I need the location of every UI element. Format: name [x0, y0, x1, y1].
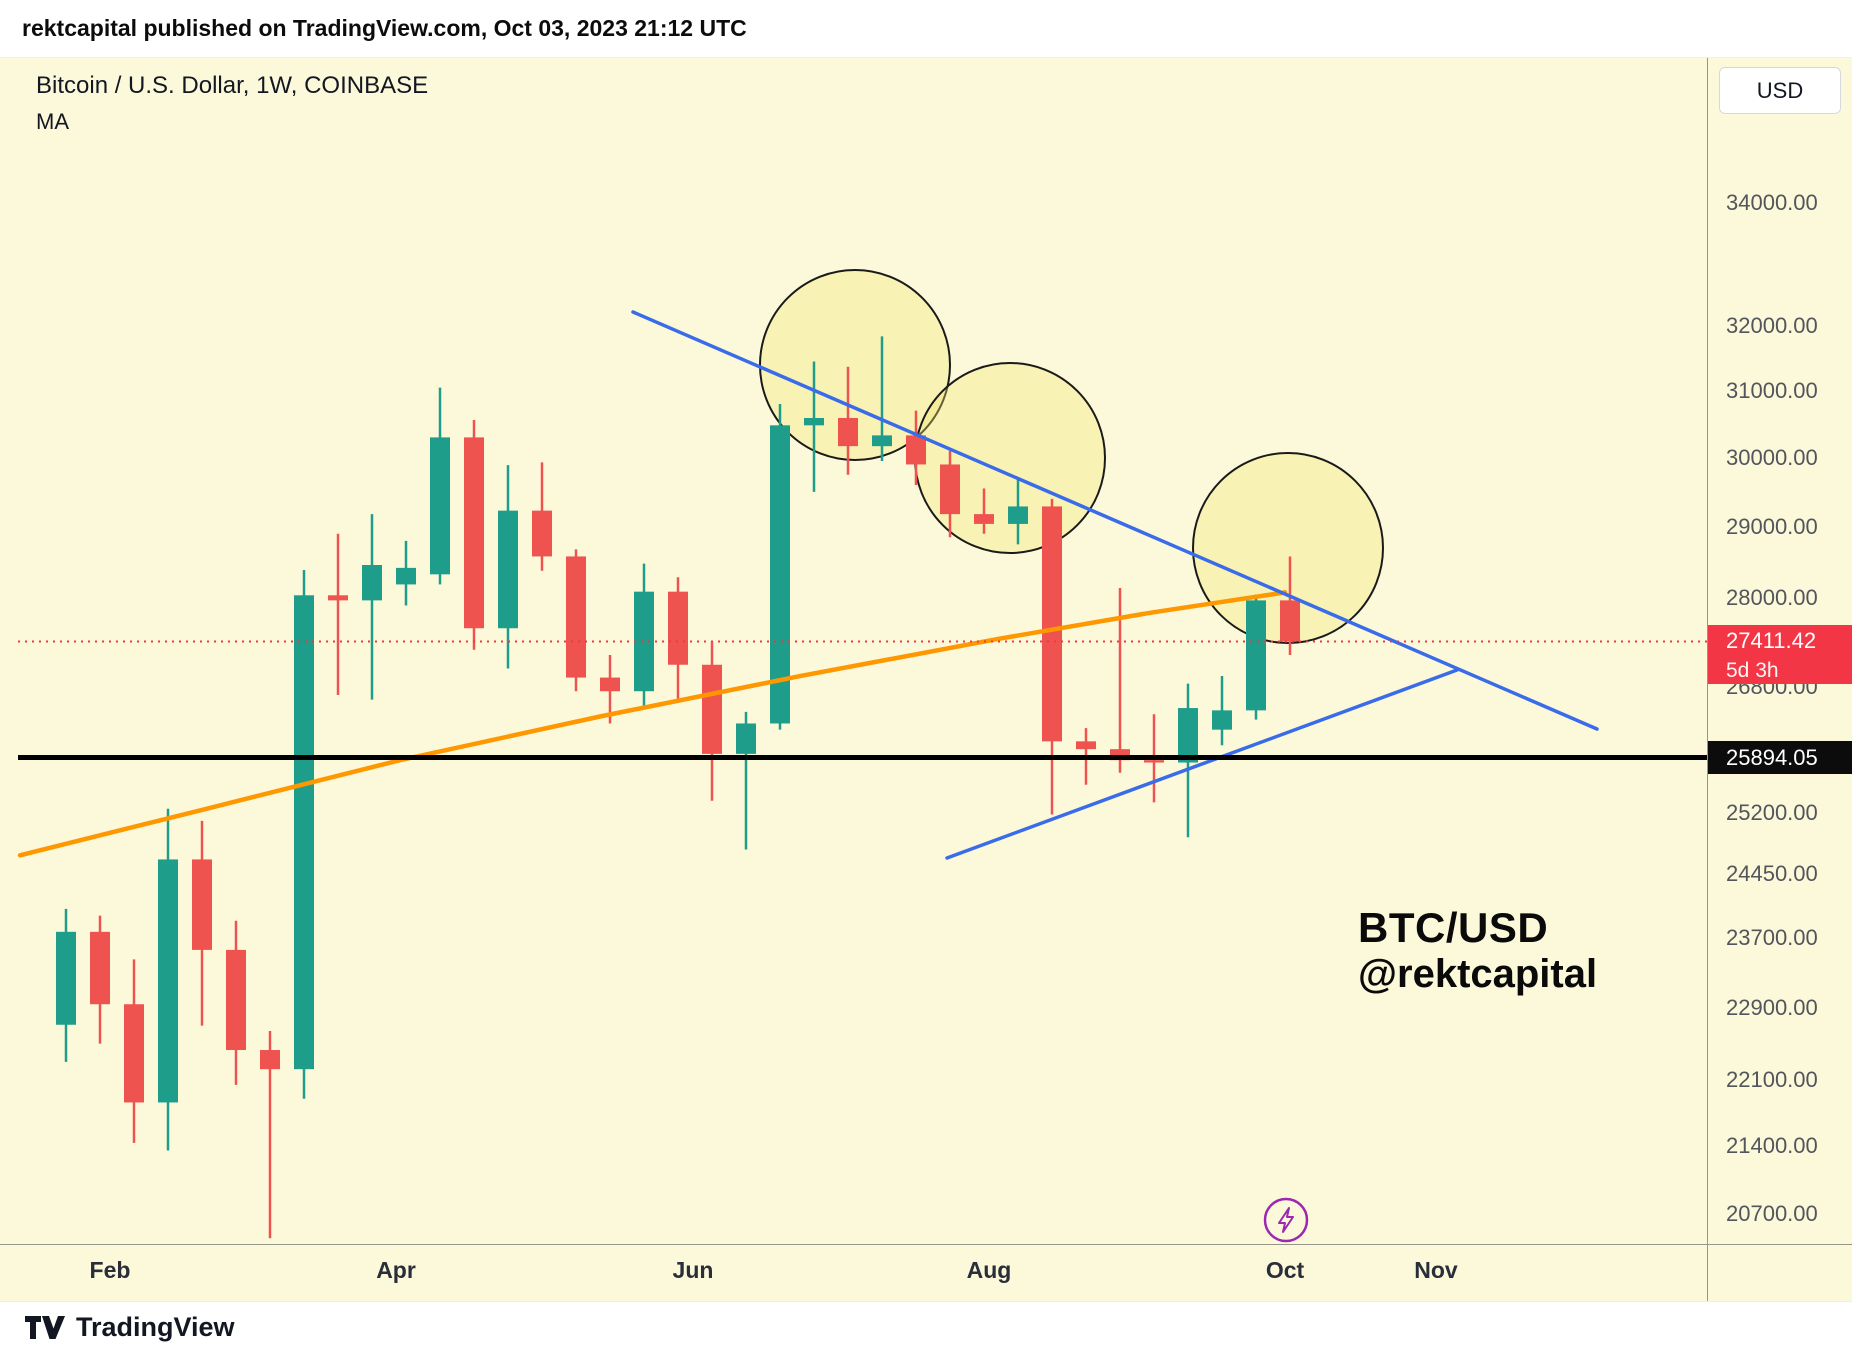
candle-body	[770, 425, 790, 724]
candle-body	[430, 437, 450, 575]
highlight-circles	[759, 269, 1384, 644]
price-axis-label: 22100.00	[1726, 1067, 1818, 1093]
footer-bar: TradingView	[0, 1301, 1852, 1352]
publish-info: rektcapital published on TradingView.com…	[22, 15, 747, 41]
price-axis-label: 28000.00	[1726, 585, 1818, 611]
bar-close-countdown: 5d 3h	[1726, 659, 1779, 683]
watermark-handle: @rektcapital	[1358, 952, 1598, 996]
candle-body	[1178, 708, 1198, 763]
tradingview-brand-text[interactable]: TradingView	[76, 1311, 235, 1342]
candle-body	[56, 931, 76, 1025]
watermark-symbol: BTC/USD	[1358, 904, 1549, 951]
candle-body	[838, 417, 858, 447]
price-axis-label: 24450.00	[1726, 861, 1818, 887]
candle-body	[634, 591, 654, 692]
candle-body	[1008, 506, 1028, 524]
time-axis-label-aug: Aug	[966, 1257, 1012, 1283]
candle-body	[566, 556, 586, 678]
current-price-badge: 27411.42 5d 3h	[1708, 625, 1852, 685]
publication-bolt-icon[interactable]	[1263, 1197, 1309, 1243]
price-axis-label: 22900.00	[1726, 994, 1818, 1020]
candle-body	[736, 723, 756, 754]
candle-body	[294, 595, 314, 1070]
candle-body	[498, 510, 518, 629]
candle-body	[1076, 741, 1096, 750]
candle-body	[1212, 710, 1232, 730]
price-axis-label: 20700.00	[1726, 1200, 1818, 1226]
currency-toggle-button[interactable]: USD	[1719, 67, 1841, 114]
price-axis-label: 25200.00	[1726, 799, 1818, 825]
candle-body	[260, 1050, 280, 1070]
symbol-title[interactable]: Bitcoin / U.S. Dollar, 1W, COINBASE	[36, 72, 429, 99]
candle-body	[1144, 760, 1164, 763]
candle-body	[1110, 749, 1130, 761]
candle-body	[226, 949, 246, 1051]
price-axis-label: 34000.00	[1726, 189, 1818, 215]
candle-body	[804, 417, 824, 426]
candle-body	[906, 435, 926, 465]
price-axis-label: 21400.00	[1726, 1132, 1818, 1158]
candle-body	[464, 437, 484, 629]
candles	[56, 336, 1300, 1239]
candle-body	[328, 595, 348, 601]
candle-body	[362, 565, 382, 601]
trendline-descending-resistance[interactable]	[631, 310, 1599, 731]
highlight-circle[interactable]	[1192, 452, 1384, 644]
trendline-ascending-support[interactable]	[945, 668, 1459, 860]
candle-body	[124, 1004, 144, 1103]
tradingview-logo-icon[interactable]	[24, 1314, 66, 1341]
candle-body	[532, 510, 552, 557]
price-axis-label: 32000.00	[1726, 313, 1818, 339]
candle-body	[396, 567, 416, 585]
support-price-badge: 25894.05	[1708, 741, 1852, 775]
candle-body	[668, 591, 688, 665]
candle-body	[940, 464, 960, 515]
author-watermark: BTC/USD @rektcapital	[1358, 904, 1597, 997]
time-axis[interactable]: Feb Apr Jun Aug Oct Nov	[0, 1244, 1852, 1301]
time-axis-label-jun: Jun	[672, 1257, 714, 1283]
price-axis-label: 23700.00	[1726, 924, 1818, 950]
highlight-circle[interactable]	[759, 269, 951, 461]
highlight-circle[interactable]	[914, 362, 1106, 554]
candle-body	[600, 677, 620, 692]
price-axis[interactable]: USD 27411.42 5d 3h 25894.05 34000.00 3200…	[1707, 58, 1852, 1301]
ma-indicator-label[interactable]: MA	[36, 109, 69, 134]
candle-body	[90, 931, 110, 1005]
ma-line[interactable]	[17, 590, 1288, 858]
current-price-value: 27411.42	[1726, 628, 1817, 654]
candle-body	[1246, 600, 1266, 711]
chart-canvas[interactable]	[0, 58, 1852, 1301]
price-axis-label: 30000.00	[1726, 444, 1818, 470]
candle-body	[872, 435, 892, 447]
candle-body	[702, 664, 722, 754]
time-axis-label-apr: Apr	[376, 1257, 416, 1283]
price-axis-label: 29000.00	[1726, 513, 1818, 539]
publish-header: rektcapital published on TradingView.com…	[0, 0, 1852, 58]
candle-body	[974, 514, 994, 524]
candle-body	[1042, 506, 1062, 742]
price-axis-label: 31000.00	[1726, 377, 1818, 403]
chart-area: Bitcoin / U.S. Dollar, 1W, COINBASE MA B…	[0, 58, 1852, 1301]
chart-legend: Bitcoin / U.S. Dollar, 1W, COINBASE MA	[36, 72, 428, 135]
candle-body	[192, 859, 212, 950]
time-axis-label-nov: Nov	[1414, 1257, 1458, 1283]
candle-body	[158, 859, 178, 1103]
candle-body	[1280, 600, 1300, 642]
time-axis-label-feb: Feb	[89, 1257, 131, 1283]
time-axis-label-oct: Oct	[1265, 1257, 1305, 1283]
